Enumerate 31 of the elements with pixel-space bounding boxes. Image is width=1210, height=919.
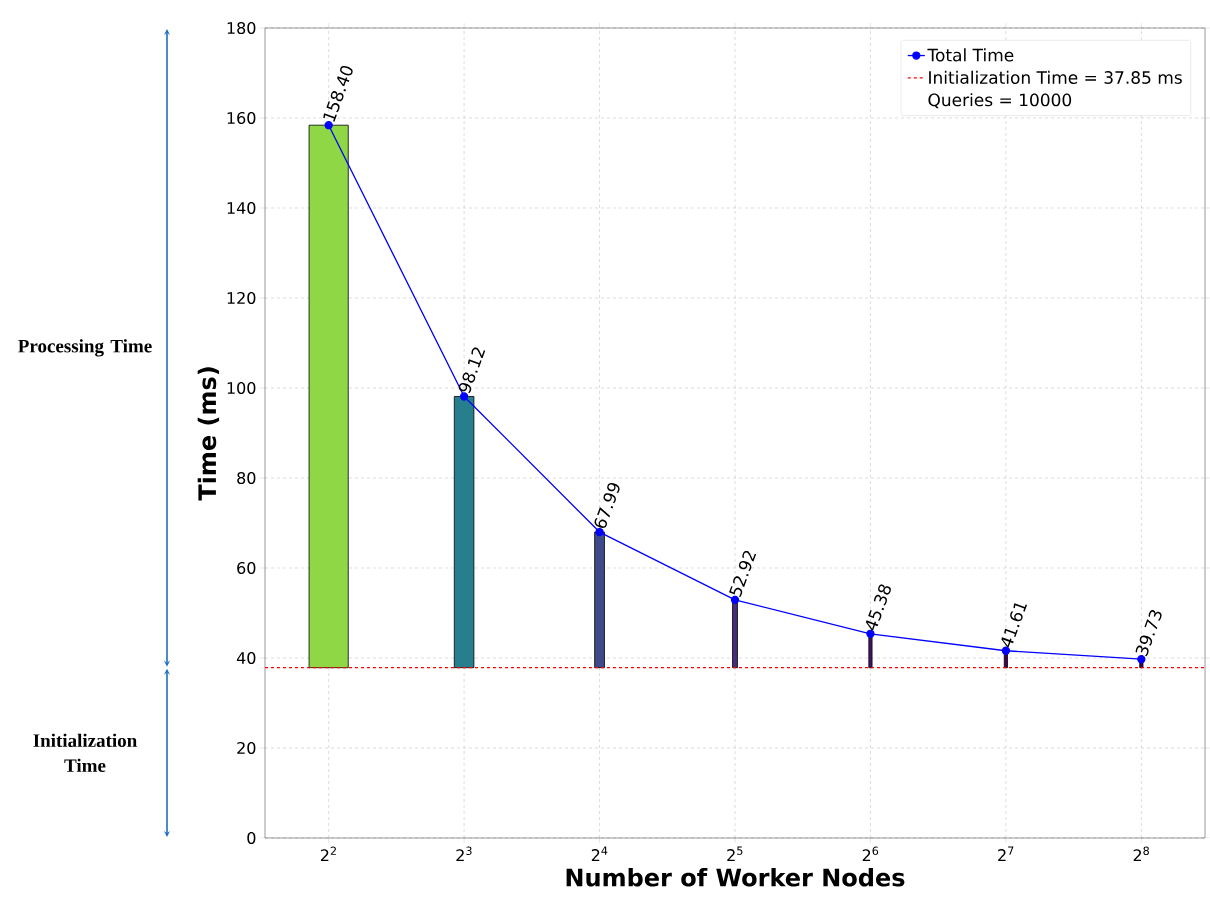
y-tick-label: 160: [227, 111, 256, 125]
text: Processing Time: [18, 339, 152, 357]
x-axis-title: Number of Worker Nodes: [566, 867, 905, 887]
y-tick-label: 120: [227, 291, 256, 305]
data-label: 52.92: [729, 550, 757, 597]
y-tick-label: 60: [237, 561, 256, 575]
x-tick-label: 2$^{4}$: [591, 846, 608, 861]
x-tick-label: 2$^{3}$: [456, 846, 472, 862]
y-axis-title: Time (ms): [197, 367, 220, 501]
data-label: 67.99: [594, 483, 620, 528]
legend-label: Initialization Time = 37.85 ms: [929, 70, 1182, 84]
y-tick-label: 40: [236, 651, 256, 665]
y-tick-label: 80: [237, 471, 256, 485]
annotation: Queries = 10000: [928, 93, 1072, 109]
y-tick-label: 140: [227, 201, 256, 215]
data-label: 39.73: [1135, 610, 1162, 657]
y-tick-label: 0: [247, 831, 256, 845]
legend-label: Total Time: [927, 48, 1014, 62]
y-tick-label: 20: [237, 741, 256, 755]
data-label: 41.61: [1001, 603, 1028, 648]
x-tick-label: 2$^{7}$: [998, 846, 1014, 861]
y-tick-label: 180: [227, 21, 256, 35]
y-tick-label: 100: [227, 381, 256, 395]
x-tick-label: 2$^{6}$: [862, 846, 879, 862]
x-tick-label: 2$^{2}$: [320, 846, 336, 862]
data-label: 98.12: [458, 347, 486, 394]
x-tick-label: 2$^{8}$: [1133, 846, 1149, 862]
point: [595, 527, 604, 537]
text: Initialization Time: [33, 733, 137, 773]
data-label: 45.38: [865, 584, 891, 631]
x-tick-label: 2$^{5}$: [727, 846, 743, 861]
